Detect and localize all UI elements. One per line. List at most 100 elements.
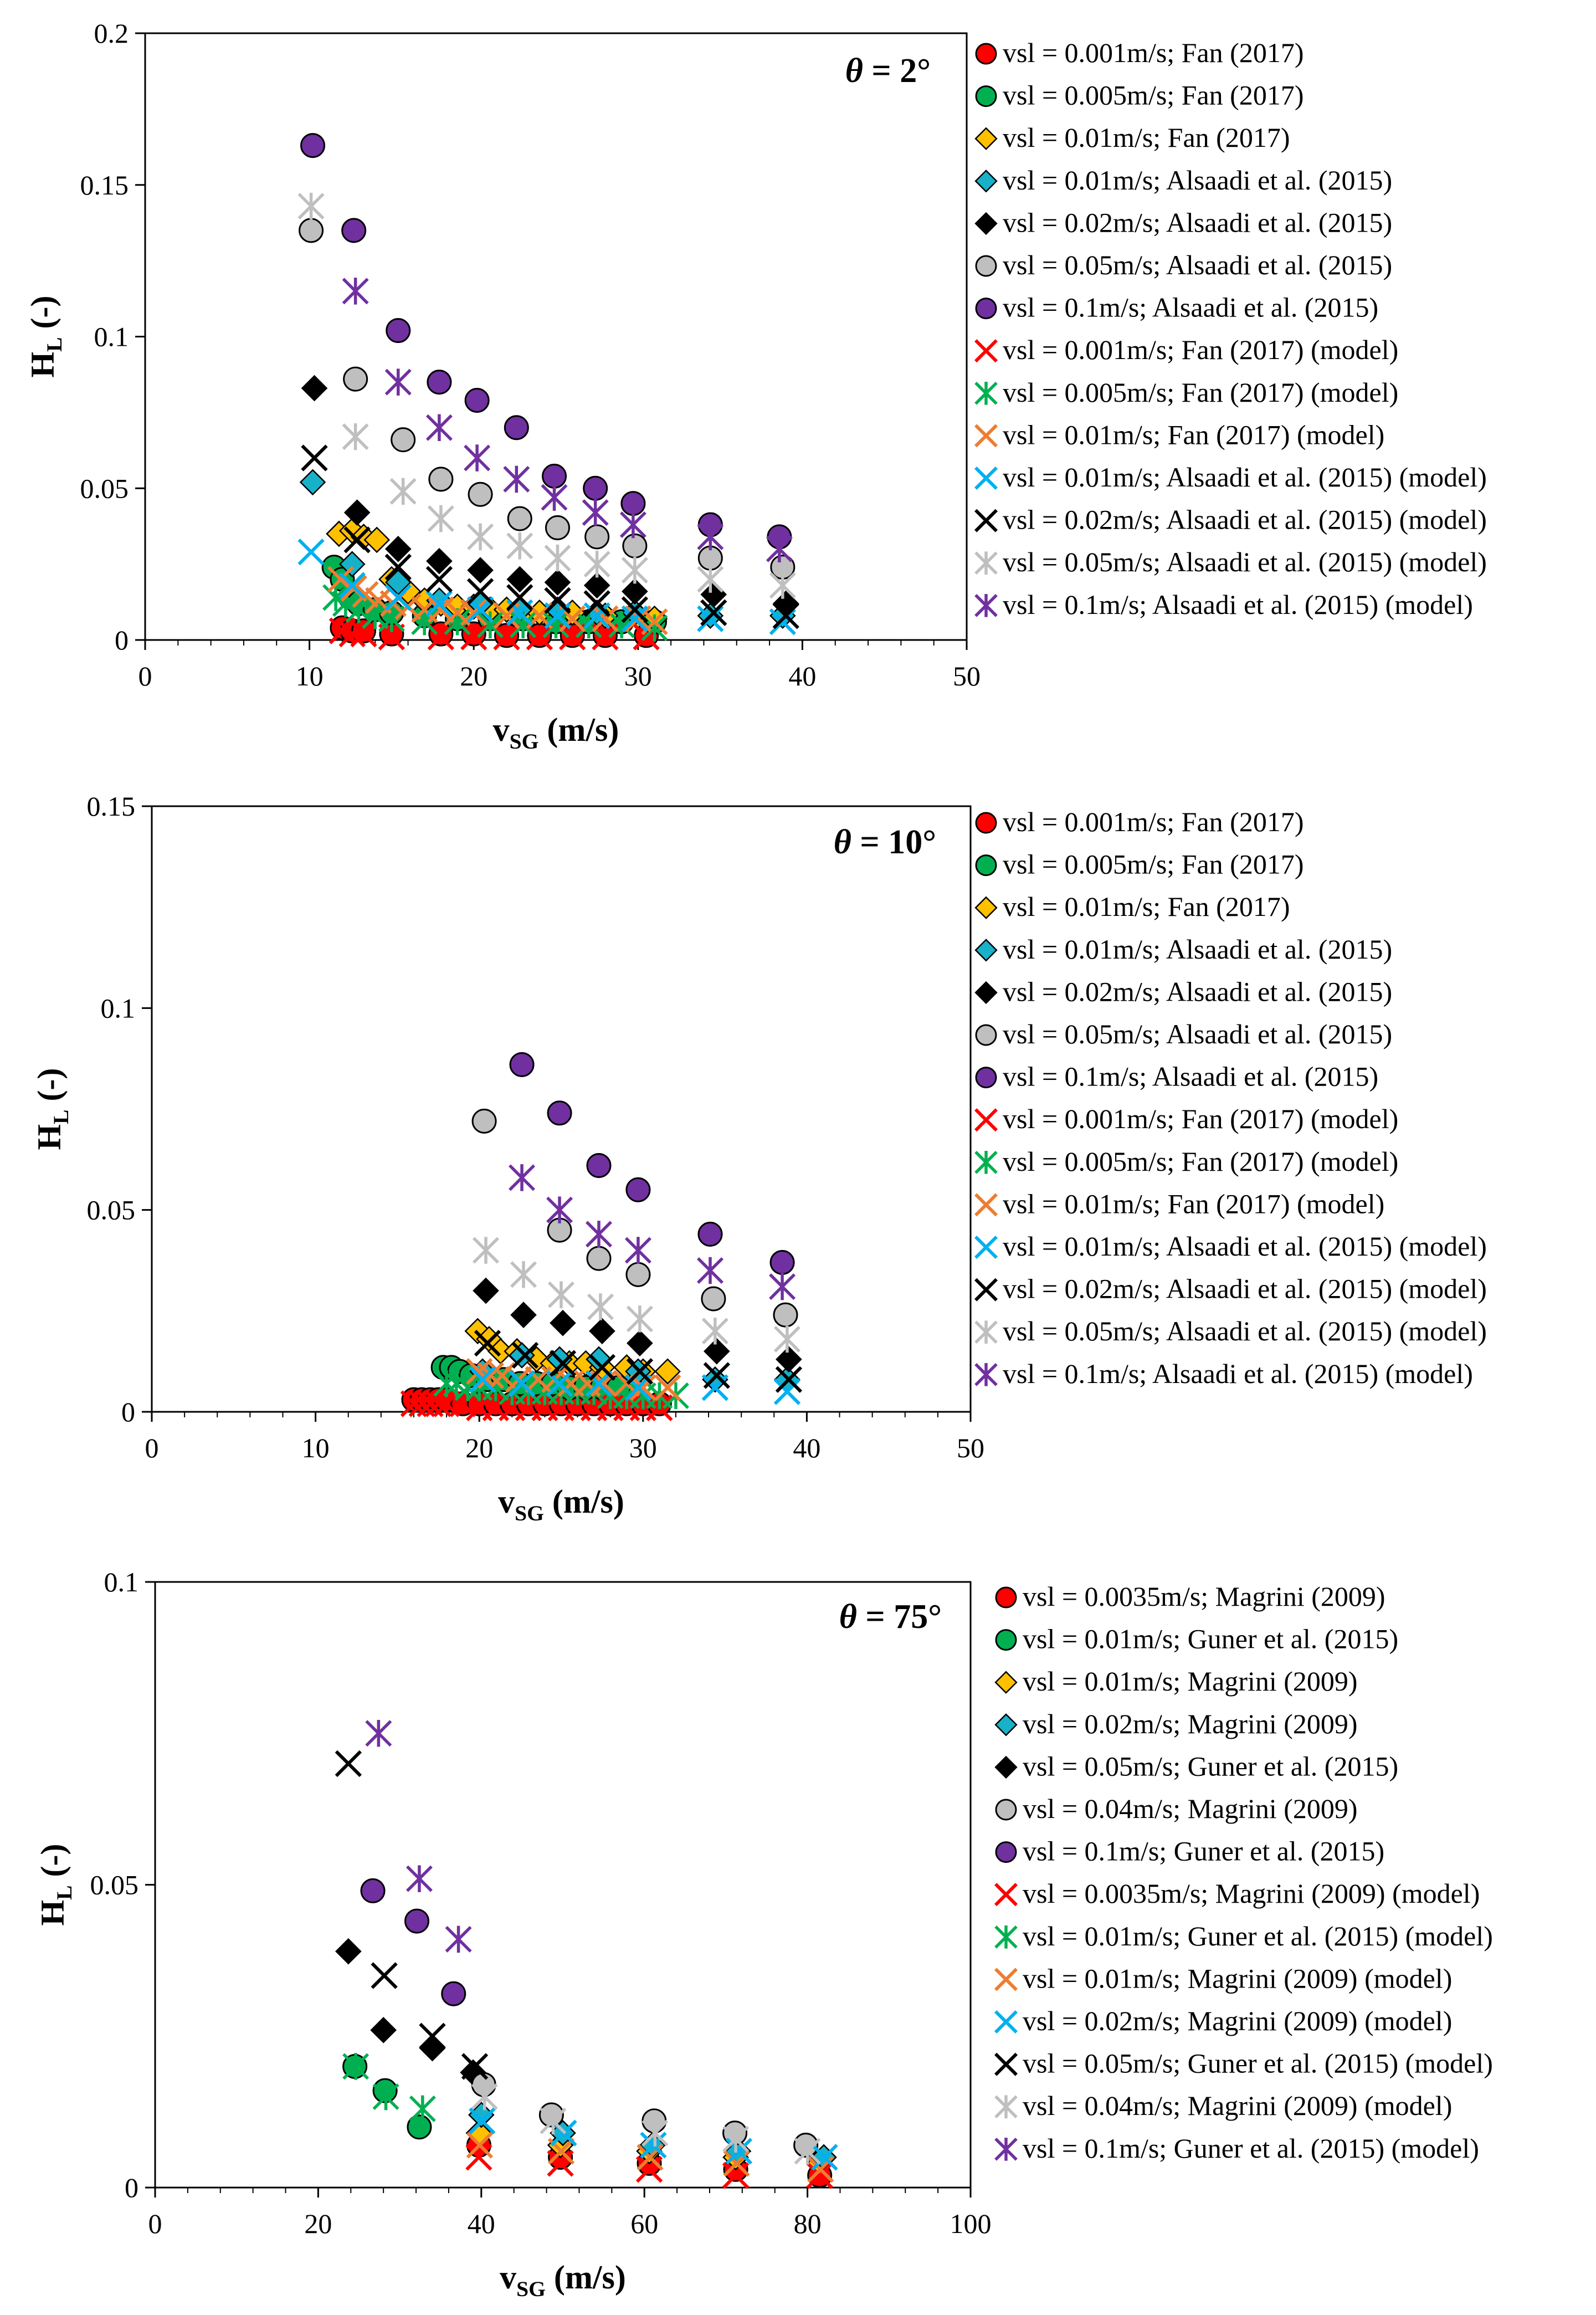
legend-marker bbox=[995, 1586, 1017, 1609]
data-point bbox=[338, 572, 366, 599]
data-point bbox=[297, 192, 325, 220]
legend-entry: vsl = 0.1m/s; Alsaadi et al. (2015) (mod… bbox=[974, 589, 1473, 620]
data-point bbox=[697, 1221, 723, 1247]
legend-label: vsl = 0.005m/s; Fan (2017) (model) bbox=[1003, 1146, 1398, 1177]
y-axis-label: HL (-) bbox=[24, 295, 66, 377]
data-point bbox=[582, 499, 609, 526]
legend-marker bbox=[994, 1713, 1018, 1737]
data-point bbox=[338, 551, 366, 577]
data-point bbox=[384, 554, 412, 581]
legend-entry: vsl = 0.005m/s; Fan (2017) (model) bbox=[974, 377, 1398, 408]
data-point bbox=[343, 366, 368, 392]
legend-label: vsl = 0.02m/s; Alsaadi et al. (2015) (mo… bbox=[1003, 1273, 1487, 1304]
data-point bbox=[471, 1108, 497, 1134]
y-axis-label: HL (-) bbox=[31, 1068, 73, 1150]
legend-marker bbox=[974, 1235, 998, 1259]
data-point bbox=[425, 590, 453, 617]
y-tick-label: 0 bbox=[121, 1396, 135, 1427]
chart-panel-2: 0 10 20 30 40 50 0 0.05 0.1 0.15 vSG (m/s) HL (-) θ … bbox=[31, 791, 1487, 1525]
data-point bbox=[526, 623, 553, 651]
x-tick-label: 20 bbox=[304, 2208, 332, 2239]
legend-marker bbox=[974, 212, 998, 235]
data-point bbox=[466, 2132, 494, 2159]
legend-label: vsl = 0.001m/s; Fan (2017) bbox=[1003, 37, 1304, 68]
data-point bbox=[585, 1221, 612, 1248]
data-point bbox=[769, 1249, 795, 1275]
legend-label: vsl = 0.1m/s; Alsaadi et al. (2015) (mod… bbox=[1003, 1358, 1473, 1389]
legend-entry: vsl = 0.04m/s; Magrini (2009) bbox=[995, 1793, 1358, 1824]
legend-label: vsl = 0.04m/s; Magrini (2009) bbox=[1023, 1793, 1358, 1824]
data-point bbox=[654, 1374, 681, 1401]
data-point bbox=[811, 2144, 838, 2171]
series-vsl-0-02m-s-alsaadi-et-al-2015-model bbox=[301, 444, 799, 629]
data-point bbox=[473, 1237, 500, 1264]
legend-entry: vsl = 0.05m/s; Guner et al. (2015) bbox=[994, 1750, 1398, 1781]
plot-frame bbox=[144, 32, 968, 641]
legend-marker bbox=[974, 939, 998, 962]
data-point bbox=[427, 596, 455, 623]
data-point bbox=[640, 2132, 667, 2159]
data-point bbox=[540, 2107, 567, 2135]
data-point bbox=[547, 1100, 572, 1126]
legend-marker bbox=[974, 896, 998, 919]
data-point bbox=[806, 2162, 833, 2189]
data-point bbox=[343, 499, 371, 526]
data-point bbox=[538, 2102, 564, 2128]
data-point bbox=[626, 1305, 653, 1333]
data-point bbox=[627, 1330, 653, 1356]
data-point bbox=[342, 278, 369, 305]
data-point bbox=[583, 602, 610, 629]
data-point bbox=[624, 1237, 651, 1264]
data-point bbox=[469, 2107, 496, 2134]
data-point bbox=[508, 1370, 536, 1397]
legend-marker bbox=[975, 1067, 997, 1089]
legend: vsl = 0.0035m/s; Magrini (2009) vsl = 0.0… bbox=[994, 1581, 1493, 2164]
legend-entry: vsl = 0.04m/s; Magrini (2009) (model) bbox=[994, 2090, 1452, 2121]
legend-marker bbox=[994, 2052, 1018, 2076]
legend-entry: vsl = 0.01m/s; Fan (2017) bbox=[974, 891, 1290, 922]
legend-entry: vsl = 0.0035m/s; Magrini (2009) (model) bbox=[994, 1878, 1480, 1909]
data-point bbox=[775, 1366, 803, 1393]
data-point bbox=[426, 547, 453, 575]
data-point bbox=[544, 587, 571, 614]
legend-label: vsl = 0.05m/s; Alsaadi et al. (2015) (mo… bbox=[1003, 546, 1487, 577]
data-point bbox=[550, 1309, 576, 1336]
data-point bbox=[372, 2083, 399, 2111]
data-point bbox=[425, 566, 453, 593]
legend-marker bbox=[975, 255, 997, 277]
y-tick-label: 0 bbox=[115, 624, 129, 655]
legend-label: vsl = 0.1m/s; Alsaadi et al. (2015) (mod… bbox=[1003, 589, 1473, 620]
data-point bbox=[504, 415, 529, 441]
legend-entry: vsl = 0.01m/s; Magrini (2009) bbox=[994, 1666, 1358, 1697]
data-point bbox=[697, 566, 724, 593]
data-point bbox=[473, 1277, 499, 1304]
data-point bbox=[384, 368, 412, 396]
data-point bbox=[468, 482, 493, 507]
y-tick-label: 0.05 bbox=[80, 473, 129, 504]
data-point bbox=[704, 1338, 730, 1365]
legend-entry: vsl = 0.05m/s; Alsaadi et al. (2015) bbox=[975, 249, 1392, 280]
legend-marker bbox=[974, 424, 998, 448]
data-point bbox=[445, 1925, 472, 1953]
series-vsl-0-1m-s-guner-et-al-2015-model bbox=[365, 1720, 472, 1953]
x-axis-label: vSG (m/s) bbox=[493, 711, 619, 754]
series-vsl-0-05m-s-alsaadi-et-al-2015-model bbox=[297, 192, 796, 599]
data-point bbox=[773, 1378, 801, 1405]
data-point bbox=[625, 1262, 651, 1287]
series-vsl-0-02m-s-alsaadi-et-al-2015 bbox=[301, 375, 799, 617]
data-point bbox=[371, 1962, 398, 1989]
data-point bbox=[697, 523, 724, 551]
data-point bbox=[697, 1257, 723, 1284]
legend-label: vsl = 0.01m/s; Alsaadi et al. (2015) (mo… bbox=[1003, 462, 1487, 493]
y-tick-label: 0.1 bbox=[101, 992, 136, 1023]
y-axis-label: HL (-) bbox=[34, 1843, 76, 1925]
legend-entry: vsl = 0.02m/s; Alsaadi et al. (2015) bbox=[974, 976, 1392, 1007]
legend-label: vsl = 0.01m/s; Fan (2017) bbox=[1003, 891, 1290, 922]
data-point bbox=[384, 535, 412, 562]
x-tick-label: 0 bbox=[148, 2208, 162, 2239]
legend-entry: vsl = 0.02m/s; Alsaadi et al. (2015) (mo… bbox=[974, 1273, 1487, 1304]
data-point bbox=[335, 1750, 362, 1778]
data-point bbox=[506, 584, 533, 611]
legend-label: vsl = 0.01m/s; Guner et al. (2015) (mode… bbox=[1023, 1920, 1493, 1952]
angle-annotation: θ = 2° bbox=[845, 52, 931, 90]
